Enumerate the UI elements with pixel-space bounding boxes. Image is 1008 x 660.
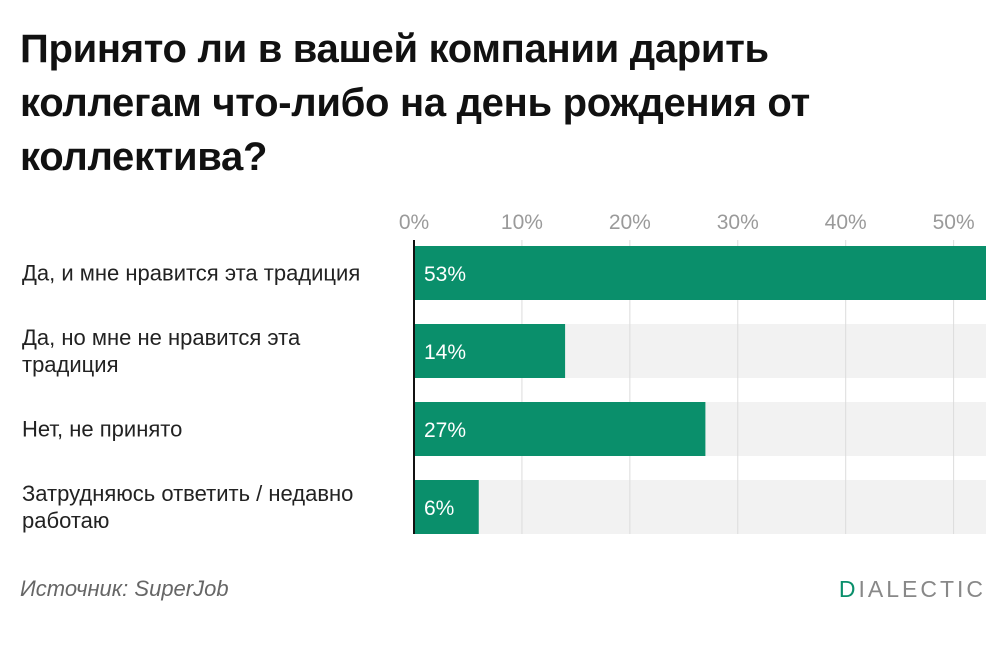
logo-rest: IALECTIC	[858, 576, 986, 602]
tick-label: 10%	[501, 211, 543, 234]
data-label: 53%	[424, 263, 466, 286]
tick-label: 30%	[717, 211, 759, 234]
source-note: Источник: SuperJob	[20, 576, 229, 601]
data-label: 27%	[424, 419, 466, 442]
category-label: Да, но мне не нравится эта традиция	[22, 325, 301, 377]
dialectic-logo: DIALECTIC	[839, 576, 986, 603]
bar	[414, 324, 566, 378]
tick-label: 20%	[609, 211, 651, 234]
category-label: Затрудняюсь ответить / недавно работаю	[22, 481, 354, 533]
bar	[414, 246, 986, 300]
category-label: Да, и мне нравится эта традиция	[22, 260, 361, 286]
tick-label: 40%	[825, 211, 867, 234]
category-label: Нет, не принято	[22, 416, 183, 442]
data-label: 6%	[424, 497, 454, 520]
tick-label: 50%	[933, 211, 975, 234]
bar	[414, 402, 706, 456]
chart-title: Принято ли в вашей компании дарить колле…	[20, 27, 810, 179]
logo-accent-letter: D	[838, 576, 859, 602]
data-label: 14%	[424, 341, 466, 364]
bar-track	[415, 480, 986, 534]
bar	[414, 480, 479, 534]
tick-label: 0%	[399, 211, 429, 234]
